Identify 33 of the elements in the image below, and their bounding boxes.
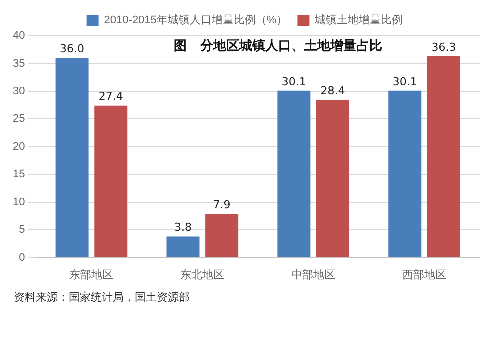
text: 资料来源：国家统计局，国土资源部: [14, 290, 190, 305]
bar: [56, 58, 89, 258]
data-label: 36.0: [60, 42, 85, 56]
y-tick-label: 0: [19, 252, 26, 264]
data-label: 28.4: [320, 84, 346, 98]
x-tick-label: 中部地区: [292, 268, 336, 282]
y-tick-label: 30: [12, 85, 26, 98]
bar: [388, 90, 422, 258]
chart-title: 图 分地区城镇人口、土地增量占比: [174, 38, 382, 54]
x-tick-label: 东部地区: [70, 268, 114, 282]
y-tick-label: 25: [12, 113, 26, 126]
bar: [206, 214, 239, 258]
bar: [94, 106, 128, 258]
data-label: 7.9: [213, 198, 231, 212]
bar: [166, 236, 200, 258]
y-tick-label: 10: [12, 196, 26, 208]
bar: [278, 90, 311, 258]
data-label: 36.3: [432, 40, 456, 54]
y-tick-label: 35: [12, 58, 26, 70]
y-tick-label: 20: [12, 140, 26, 153]
data-label: 30.1: [392, 75, 418, 88]
legend-label: 城镇土地增量比例: [314, 14, 404, 27]
x-tick-label: 东北地区: [180, 268, 225, 282]
bar: [427, 56, 460, 258]
x-tick-label: 西部地区: [402, 268, 447, 282]
data-label: 30.1: [282, 75, 306, 88]
y-tick-label: 40: [12, 30, 26, 42]
y-tick-label: 15: [12, 168, 26, 181]
y-tick-label: 5: [19, 224, 26, 236]
bar: [316, 100, 350, 258]
data-label: 27.4: [98, 90, 124, 104]
legend-label: 2010-2015年城镇人口增量比例（%）: [104, 14, 288, 27]
data-label: 3.8: [174, 221, 192, 234]
